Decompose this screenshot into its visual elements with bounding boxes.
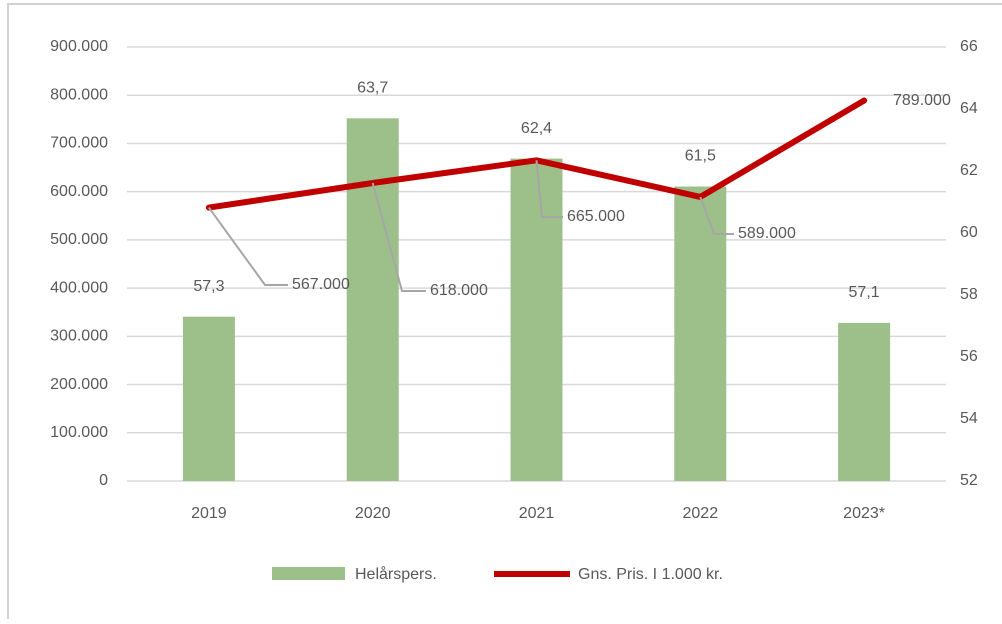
y2-tick-label: 66 — [960, 38, 978, 55]
y-tick-label: 200.000 — [50, 376, 108, 393]
leader-line — [535, 160, 563, 218]
leader-line — [208, 206, 288, 286]
y-tick-label: 400.000 — [50, 279, 108, 296]
line-value-label: 665.000 — [567, 208, 625, 225]
bar-value-label: 57,1 — [849, 284, 880, 301]
line-value-label: 589.000 — [738, 225, 796, 242]
y2-tick-label: 52 — [960, 472, 978, 489]
y2-tick-label: 54 — [960, 410, 978, 427]
bar — [838, 322, 891, 481]
bar-value-label: 57,3 — [193, 278, 224, 295]
y2-tick-label: 56 — [960, 348, 978, 365]
y2-tick-label: 62 — [960, 162, 978, 179]
bar — [346, 118, 399, 482]
leader-line — [699, 196, 734, 235]
x-tick-label: 2020 — [355, 505, 391, 522]
y2-tick-label: 60 — [960, 224, 978, 241]
y-tick-label: 900.000 — [50, 38, 108, 55]
legend-label: Gns. Pris. I 1.000 kr. — [578, 566, 723, 583]
bar-value-label: 61,5 — [685, 148, 716, 165]
x-tick-label: 2022 — [683, 505, 719, 522]
x-tick-label: 2023* — [843, 505, 885, 522]
bar-value-label: 62,4 — [521, 120, 552, 137]
y-tick-label: 800.000 — [50, 86, 108, 103]
y-tick-label: 100.000 — [50, 424, 108, 441]
line-value-label: 618.000 — [430, 282, 488, 299]
y2-tick-label: 58 — [960, 286, 978, 303]
y2-tick-label: 64 — [960, 100, 978, 117]
leader-line — [371, 182, 426, 292]
y-tick-label: 300.000 — [50, 328, 108, 345]
bar — [182, 316, 235, 481]
y-tick-label: 500.000 — [50, 231, 108, 248]
line-value-label: 567.000 — [292, 276, 350, 293]
line — [205, 97, 868, 211]
y-tick-label: 600.000 — [50, 183, 108, 200]
bar — [674, 186, 727, 481]
line-value-label: 789.000 — [893, 92, 951, 109]
legend-label: Helårspers. — [355, 565, 437, 583]
legend-swatch — [272, 567, 345, 580]
bar — [510, 158, 563, 481]
y-tick-label: 700.000 — [50, 135, 108, 152]
bar-value-label: 63,7 — [357, 80, 388, 97]
frame — [7, 3, 1002, 619]
x-tick-label: 2019 — [191, 505, 227, 522]
y-tick-label: 0 — [99, 472, 108, 489]
x-tick-label: 2021 — [519, 505, 555, 522]
